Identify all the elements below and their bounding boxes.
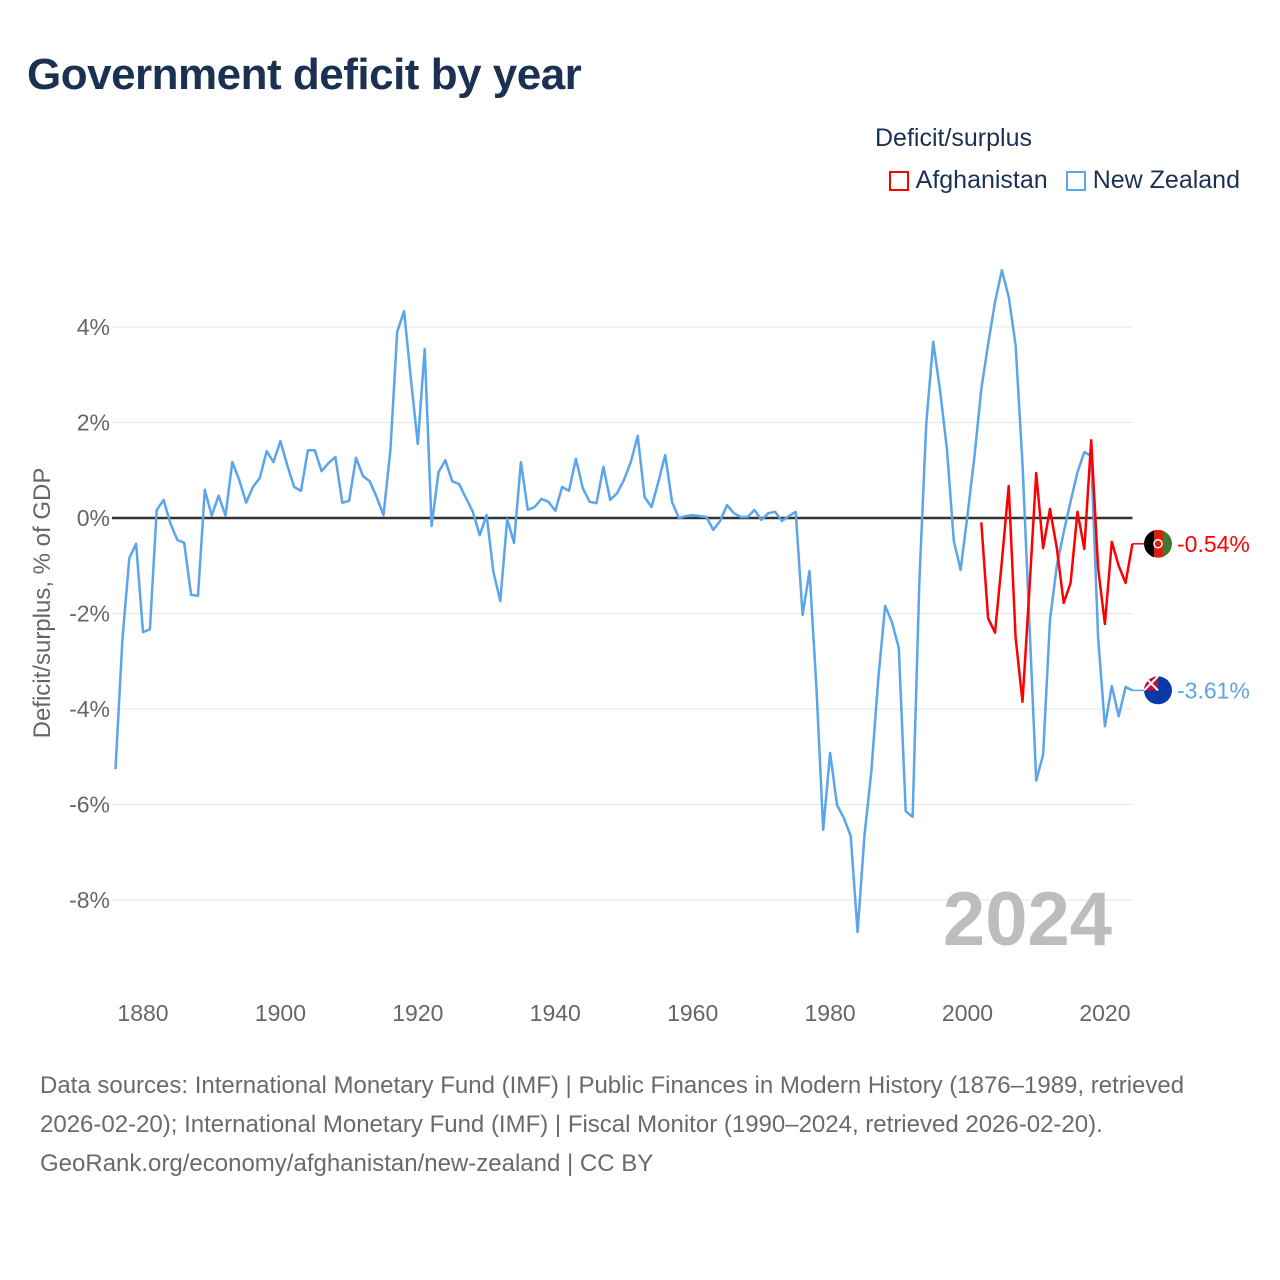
legend: Afghanistan New Zealand xyxy=(888,166,1240,195)
y-tick-label: -2% xyxy=(69,601,110,627)
x-tick-label: 1900 xyxy=(255,1000,306,1026)
x-tick-label: 1940 xyxy=(530,1000,581,1026)
x-tick-label: 1880 xyxy=(117,1000,168,1026)
legend-title: Deficit/surplus xyxy=(875,124,1032,152)
legend-label-afghanistan: Afghanistan xyxy=(915,166,1048,194)
legend-swatch-afghanistan xyxy=(888,170,909,191)
legend-swatch-new-zealand xyxy=(1065,170,1086,191)
y-tick-label: 0% xyxy=(77,505,110,531)
end-value-label-new-zealand: -3.61% xyxy=(1177,677,1250,703)
y-tick-label: -6% xyxy=(69,792,110,818)
y-axis-label: Deficit/surplus, % of GDP xyxy=(29,468,56,739)
plot-area: 2024 1880 1900 1920 1940 1960 1980 2000 2020 4%… xyxy=(29,268,1250,1026)
x-tick-label: 1920 xyxy=(392,1000,443,1026)
legend-item-new-zealand[interactable]: New Zealand xyxy=(1065,166,1240,195)
legend-item-afghanistan[interactable]: Afghanistan xyxy=(888,166,1048,195)
current-year-label: 2024 xyxy=(943,877,1112,962)
x-tick-label: 1980 xyxy=(805,1000,856,1026)
data-sources: Data sources: International Monetary Fun… xyxy=(40,1072,1185,1138)
end-value-label-afghanistan: -0.54% xyxy=(1177,531,1250,557)
new-zealand-flag-icon xyxy=(1144,676,1172,705)
x-tick-label: 2020 xyxy=(1079,1000,1130,1026)
series-line-afghanistan[interactable] xyxy=(980,438,1134,704)
y-tick-label: -8% xyxy=(69,887,110,913)
series-line-new-zealand[interactable] xyxy=(114,268,1133,934)
credit-link[interactable]: GeoRank.org/economy/afghanistan/new-zeal… xyxy=(40,1150,654,1177)
x-tick-label: 1960 xyxy=(667,1000,718,1026)
legend-label-new-zealand: New Zealand xyxy=(1092,166,1240,194)
y-tick-label: -4% xyxy=(69,696,110,722)
footer: Data sources: International Monetary Fun… xyxy=(40,1066,1240,1183)
afghanistan-flag-icon xyxy=(1144,529,1172,558)
page-title: Government deficit by year xyxy=(27,50,582,99)
x-tick-label: 2000 xyxy=(942,1000,993,1026)
y-tick-label: 2% xyxy=(77,410,110,436)
y-tick-label: 4% xyxy=(77,314,110,340)
